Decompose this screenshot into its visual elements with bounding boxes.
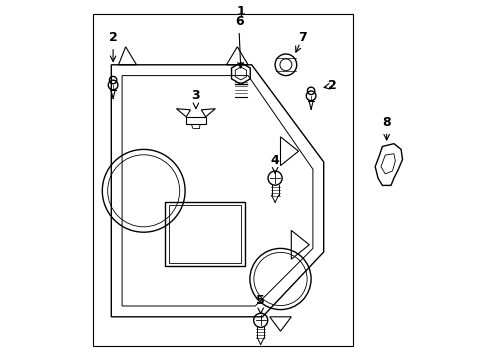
Bar [186, 117, 205, 124]
Text: 2: 2 [327, 79, 336, 92]
Text: 5: 5 [256, 294, 264, 307]
Text: 7: 7 [297, 31, 306, 44]
Text: 4: 4 [270, 154, 279, 167]
Bar [93, 14, 352, 346]
Bar [165, 202, 244, 266]
Text: 1: 1 [236, 5, 245, 18]
Text: 2: 2 [108, 31, 117, 44]
Bar [168, 205, 241, 263]
Text: 6: 6 [234, 15, 243, 28]
Text: 3: 3 [191, 89, 200, 102]
Text: 8: 8 [382, 116, 390, 129]
